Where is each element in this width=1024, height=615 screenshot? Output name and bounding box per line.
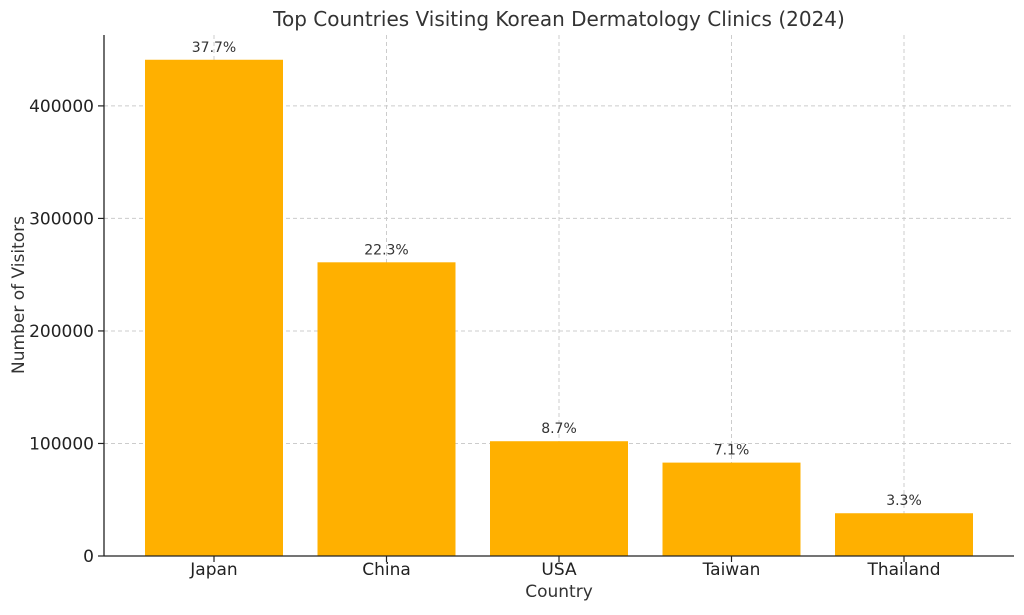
data-label-china: 22.3%	[364, 242, 408, 258]
bar-china	[317, 262, 456, 556]
data-label-japan: 37.7%	[192, 40, 236, 56]
bars	[145, 59, 973, 556]
x-tick-label-japan: Japan	[189, 560, 237, 580]
data-label-taiwan: 7.1%	[714, 443, 750, 459]
data-label-usa: 8.7%	[541, 421, 577, 437]
x-tick-label-usa: USA	[541, 560, 577, 580]
y-tick-label: 0	[83, 547, 94, 567]
y-tick-label: 300000	[29, 209, 94, 229]
y-tick-label: 100000	[29, 434, 94, 454]
bar-taiwan	[662, 462, 801, 556]
x-tick-label-taiwan: Taiwan	[702, 560, 761, 580]
axes	[98, 35, 1014, 562]
x-tick-label-china: China	[362, 560, 411, 580]
y-axis-label: Number of Visitors	[9, 216, 29, 374]
x-tick-label-thailand: Thailand	[866, 560, 940, 580]
y-tick-label: 400000	[29, 97, 94, 117]
y-tick-label: 200000	[29, 322, 94, 342]
bar-thailand	[835, 513, 973, 556]
x-axis-label: Country	[525, 582, 593, 602]
bar-usa	[490, 441, 628, 556]
data-label-thailand: 3.3%	[886, 493, 922, 509]
labels: 0 100000 200000 300000 400000 37.7% Japan 22.3%…	[29, 40, 940, 580]
chart-title: Top Countries Visiting Korean Dermatolog…	[272, 7, 845, 31]
bar-japan	[145, 59, 283, 556]
